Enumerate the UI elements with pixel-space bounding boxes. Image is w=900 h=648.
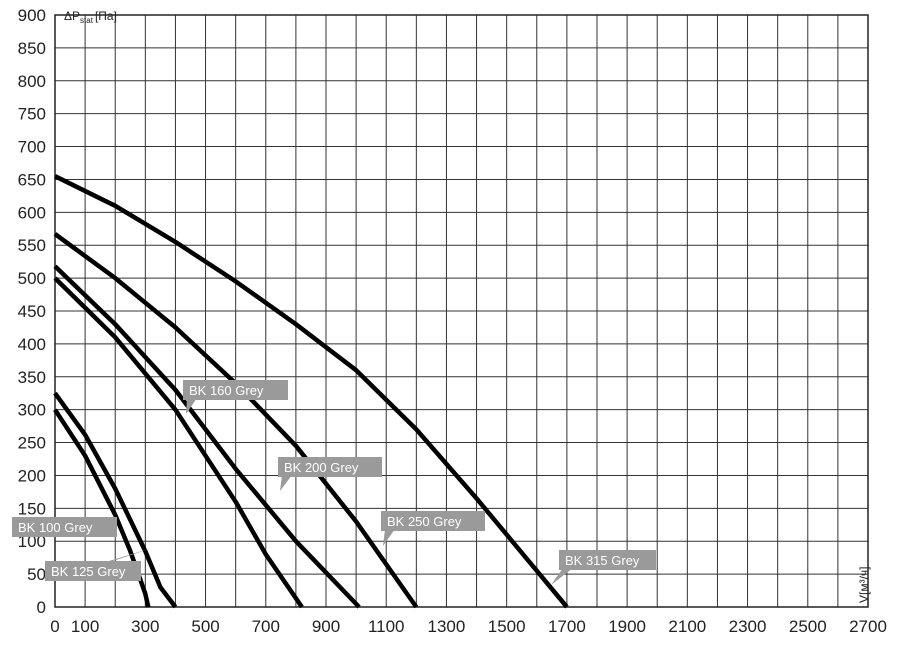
callout-box [183,380,288,400]
callout: BK 250 Grey [381,511,485,546]
callout-box [12,517,117,537]
legend-label: BK 125 Grey [51,564,126,579]
y-tick-label: 700 [18,138,46,157]
y-tick-label: 650 [18,170,46,189]
y-tick-label: 300 [18,401,46,420]
curve [53,264,361,609]
x-tick-label: 1300 [428,617,466,636]
y-tick-label: 0 [37,598,46,617]
legend-label: BK 200 Grey [284,460,359,475]
y-tick-label: 800 [18,72,46,91]
y-tick-label: 250 [18,434,46,453]
y-tick-label: 850 [18,39,46,58]
callout-box [381,511,485,531]
y-tick-label: 150 [18,499,46,518]
callout: BK 160 Grey [183,380,288,414]
callout-pointer [551,568,573,585]
curve [53,391,178,609]
x-tick-label: 1900 [608,617,646,636]
callout-box [278,457,382,477]
x-tick-label: 1500 [488,617,526,636]
callout-box [559,550,656,570]
x-axis-label: V[м³/ч] [857,566,871,603]
x-tick-label: 2700 [849,617,887,636]
y-tick-label: 200 [18,466,46,485]
legend-label: BK 160 Grey [189,383,264,398]
callout: BK 315 Grey [551,550,656,585]
callout: BK 125 Grey [45,548,152,581]
x-tick-label: 2300 [729,617,767,636]
legend-label: BK 250 Grey [387,514,462,529]
callout: BK 100 Grey [12,517,117,537]
y-tick-label: 600 [18,203,46,222]
y-tick-label: 550 [18,236,46,255]
y-tick-label: 50 [27,565,46,584]
x-tick-label: 500 [191,617,219,636]
y-tick-label: 500 [18,269,46,288]
y-tick-label: 750 [18,105,46,124]
curve [53,408,151,608]
legend-label: BK 315 Grey [565,553,640,568]
x-tick-label: 100 [71,617,99,636]
callout-pointer [383,529,395,546]
legend-label: BK 100 Grey [18,520,93,535]
curve [53,276,304,609]
curve [54,174,569,609]
x-tick-label: 1700 [548,617,586,636]
callout: BK 200 Grey [278,457,382,491]
x-tick-label: 0 [50,617,59,636]
x-tick-label: 900 [312,617,340,636]
x-tick-label: 300 [131,617,159,636]
y-axis-label: ΔPstat [Па] [64,9,117,25]
y-tick-label: 900 [18,6,46,25]
y-tick-label: 350 [18,368,46,387]
x-tick-label: 2100 [668,617,706,636]
y-tick-label: 450 [18,302,46,321]
callout-pointer [280,475,292,491]
x-tick-label: 700 [252,617,280,636]
x-tick-label: 1100 [368,617,405,636]
callout-pointer [186,398,197,414]
callout-box [45,561,141,581]
y-tick-label: 400 [18,335,46,354]
x-tick-label: 2500 [789,617,827,636]
plot-frame [54,14,869,608]
